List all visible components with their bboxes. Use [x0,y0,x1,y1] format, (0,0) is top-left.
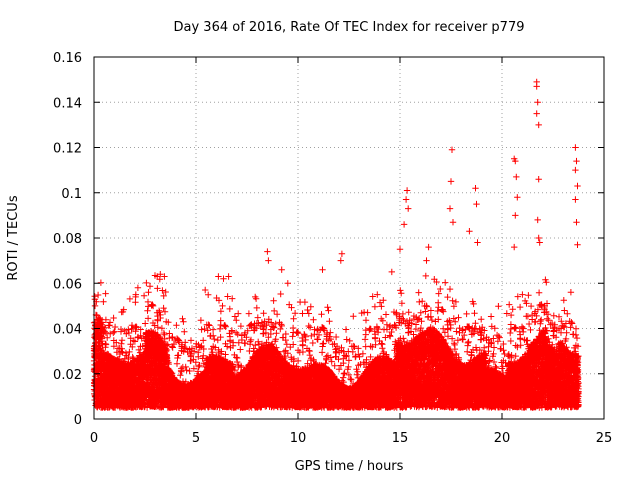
data-point [97,279,105,286]
data-point [94,291,102,299]
chart-title: Day 364 of 2016, Rate Of TEC Index for r… [174,20,525,35]
data-points [90,78,582,411]
